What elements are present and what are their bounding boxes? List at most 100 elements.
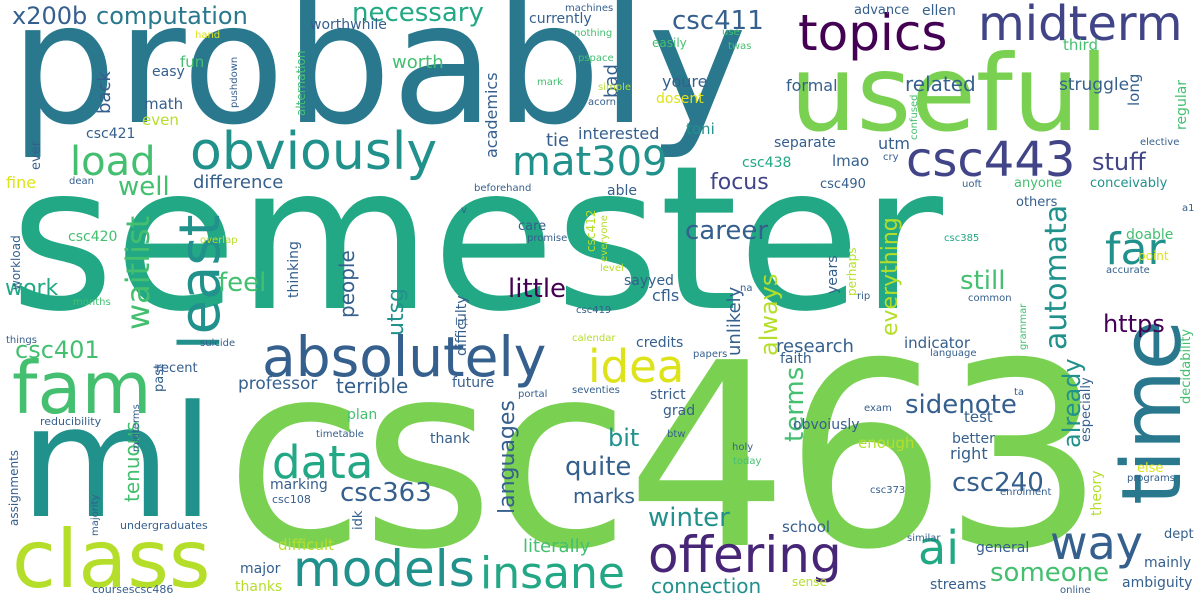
word: csc419 [576, 305, 612, 316]
word: twas [728, 41, 752, 52]
word: right [950, 444, 988, 463]
word: professor [238, 374, 318, 394]
word: ta [1014, 387, 1025, 398]
word: midterm [978, 0, 1183, 52]
word: csc401 [15, 336, 100, 364]
word: csc420 [68, 229, 118, 245]
word: utm [878, 134, 910, 153]
word: tie [546, 130, 570, 151]
word: workload [9, 235, 23, 290]
word: calendar [572, 333, 616, 344]
word: absolutely [262, 325, 547, 389]
word: portal [518, 389, 548, 400]
word: machines [565, 3, 614, 14]
word: seventies [572, 385, 620, 396]
word: terrible [336, 374, 409, 398]
word: lot [455, 317, 468, 328]
word: connection [651, 574, 762, 598]
word: months [73, 297, 111, 308]
word: third [1063, 36, 1098, 54]
word: mainly [1144, 555, 1192, 571]
word: formal [786, 76, 838, 95]
word: class [12, 513, 211, 600]
word: reducibility [40, 415, 102, 428]
word: even [142, 111, 179, 129]
word: cfls [652, 286, 680, 305]
word: computation [96, 2, 248, 30]
word: data [272, 436, 374, 489]
word: ellen [922, 3, 956, 19]
word: regular [1174, 79, 1190, 130]
word: today [733, 456, 762, 467]
word: literally [523, 536, 591, 557]
word: nothing [574, 28, 613, 39]
word: youre [662, 72, 708, 91]
word: dean [69, 176, 94, 187]
word: interested [578, 124, 660, 143]
word: work [5, 276, 59, 301]
word: suicide [200, 338, 236, 349]
word: focus [710, 170, 769, 195]
word: pspace [578, 53, 614, 64]
word: useful [790, 33, 1109, 155]
word: rip [857, 291, 871, 302]
word: else [1137, 461, 1164, 476]
word: undergraduates [120, 519, 208, 532]
word: advance [854, 3, 910, 18]
word: everyone [599, 215, 610, 262]
word: csc363 [340, 478, 432, 508]
word: faith [780, 351, 812, 367]
word: better [952, 431, 995, 447]
word: promise [527, 233, 568, 244]
word: csc108 [272, 493, 311, 506]
word: acorn [588, 97, 617, 108]
word: others [1016, 195, 1058, 210]
word: load [70, 139, 156, 185]
word: v [461, 205, 467, 216]
word: ambiguity [1122, 575, 1193, 591]
word: exam [864, 403, 892, 414]
word: sayyed [624, 273, 674, 289]
word: fine [6, 173, 37, 192]
word: related [905, 72, 976, 96]
word: idea [588, 340, 685, 393]
word: career [685, 216, 769, 246]
word: papers [693, 349, 728, 360]
word: marks [573, 484, 635, 508]
word: languages [495, 400, 520, 514]
word: semester [10, 123, 944, 356]
word: back [94, 71, 115, 114]
word: things [6, 335, 37, 346]
word: years [825, 255, 841, 294]
word: csc411 [672, 6, 764, 36]
word: math [144, 95, 184, 113]
word: csc490 [820, 177, 866, 192]
word: sidenote [905, 390, 1017, 420]
word: csc412 [584, 209, 598, 252]
word: academics [482, 72, 501, 158]
word: perhaps [845, 247, 859, 296]
word: level [600, 263, 624, 274]
word: majority [90, 494, 101, 537]
word: common [968, 293, 1012, 304]
word: conceivably [1090, 176, 1168, 191]
word: decidability [1179, 328, 1194, 404]
word: dosent [656, 91, 704, 107]
word: long [1125, 73, 1143, 106]
word: probably [10, 0, 748, 162]
word: obvoiusly [793, 417, 860, 433]
word: well [118, 172, 170, 202]
word: easily [652, 36, 687, 50]
word: way [1050, 516, 1144, 570]
word: thanks [235, 579, 283, 595]
word: difference [193, 172, 284, 193]
word: school [782, 518, 831, 536]
word: care [518, 219, 547, 234]
word: future [452, 375, 495, 391]
word: anyone [1014, 176, 1063, 191]
word: btw [667, 429, 686, 440]
word: mat309 [512, 139, 668, 185]
word: insane [480, 548, 625, 599]
word: still [960, 266, 1006, 296]
